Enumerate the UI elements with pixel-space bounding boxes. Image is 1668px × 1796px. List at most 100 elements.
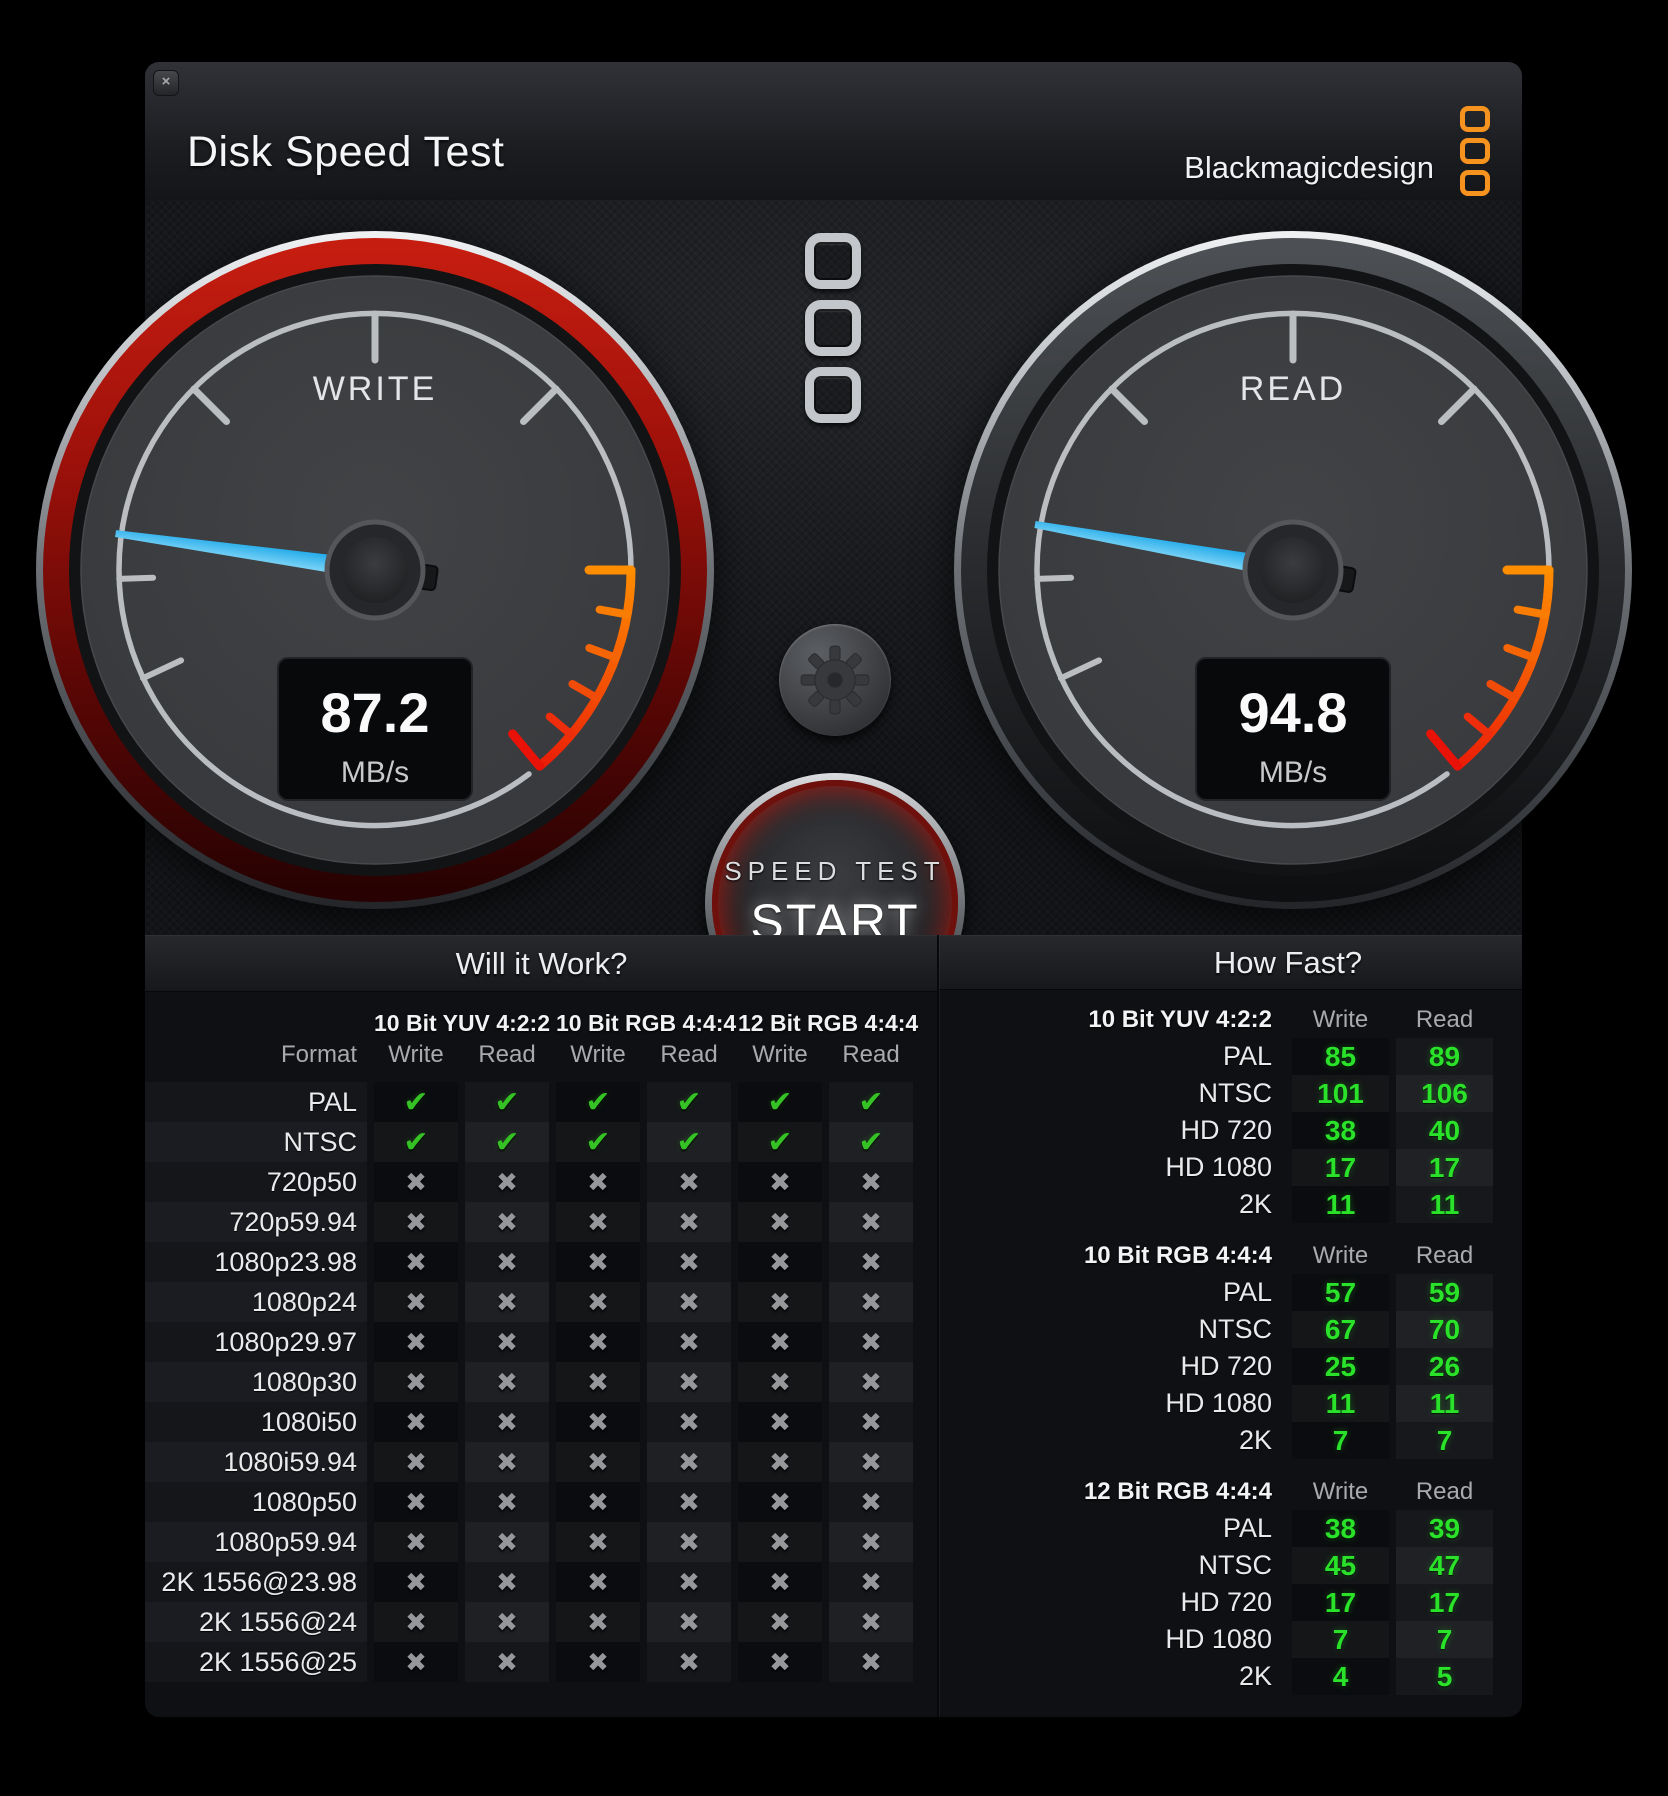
cross-cell: ✖ (465, 1642, 549, 1682)
cross-cell: ✖ (556, 1522, 640, 1562)
cross-icon: ✖ (860, 1366, 882, 1397)
cross-cell: ✖ (465, 1162, 549, 1202)
format-label: HD 720 (1180, 1351, 1272, 1381)
table-row: 720p50 ✖ ✖ ✖ ✖ ✖ ✖ (145, 1162, 938, 1202)
format-label: PAL (1222, 1041, 1272, 1071)
cross-cell: ✖ (465, 1602, 549, 1642)
write-value: 45 (1292, 1547, 1389, 1584)
column-header: Read (478, 1041, 536, 1068)
cross-cell: ✖ (647, 1642, 731, 1682)
cross-cell: ✖ (829, 1162, 913, 1202)
cross-cell: ✖ (374, 1162, 458, 1202)
cross-icon: ✖ (405, 1246, 427, 1277)
cross-cell: ✖ (829, 1202, 913, 1242)
table-row: NTSC 45 47 (938, 1547, 1522, 1584)
cross-cell: ✖ (374, 1562, 458, 1602)
write-value: 67 (1292, 1311, 1389, 1348)
wiw-group-header-row: 10 Bit YUV 4:2:2 10 Bit RGB 4:4:4 12 Bit R… (145, 1008, 938, 1038)
cross-icon: ✖ (678, 1326, 700, 1357)
format-label: NTSC (1198, 1550, 1273, 1580)
cross-icon: ✖ (587, 1566, 609, 1597)
column-header: Write (752, 1041, 808, 1068)
disk-speed-test-window: × Disk Speed Test Blackmagicdesign (36, 62, 1632, 1717)
gauge-gap-ring (69, 264, 681, 876)
read-column-header: Read (1415, 1478, 1474, 1505)
cross-cell: ✖ (556, 1402, 640, 1442)
cross-cell: ✖ (465, 1242, 549, 1282)
cross-cell: ✖ (738, 1202, 822, 1242)
section-title: 10 Bit YUV 4:2:2 (1088, 1006, 1272, 1033)
write-value: 11 (1292, 1186, 1389, 1223)
cross-icon: ✖ (860, 1446, 882, 1477)
cross-icon: ✖ (496, 1526, 518, 1557)
cross-cell: ✖ (647, 1562, 731, 1602)
table-row: NTSC 67 70 (938, 1311, 1522, 1348)
cross-cell: ✖ (556, 1482, 640, 1522)
table-row: 2K 1556@23.98 ✖ ✖ ✖ ✖ ✖ ✖ (145, 1562, 938, 1602)
cross-cell: ✖ (556, 1242, 640, 1282)
write-value: 7 (1292, 1621, 1389, 1658)
check-icon: ✔ (676, 1125, 702, 1159)
cross-icon: ✖ (860, 1166, 882, 1197)
cross-cell: ✖ (647, 1162, 731, 1202)
cross-cell: ✖ (465, 1442, 549, 1482)
needle-hub-center (342, 537, 408, 603)
table-row: HD 1080 17 17 (938, 1149, 1522, 1186)
table-row: HD 720 25 26 (938, 1348, 1522, 1385)
blackmagic-logo-icon (1460, 106, 1494, 202)
logo-square (1460, 106, 1490, 132)
check-cell: ✔ (647, 1082, 731, 1122)
write-value: 101 (1292, 1075, 1389, 1112)
format-label: HD 1080 (1165, 1388, 1272, 1418)
check-icon: ✔ (585, 1085, 611, 1119)
cross-icon: ✖ (587, 1286, 609, 1317)
cross-icon: ✖ (769, 1246, 791, 1277)
check-cell: ✔ (465, 1082, 549, 1122)
check-cell: ✔ (829, 1082, 913, 1122)
format-label: 2K (1238, 1189, 1272, 1219)
format-label: NTSC (1198, 1078, 1273, 1108)
gauge-chrome-ring (36, 231, 714, 909)
cross-cell: ✖ (647, 1322, 731, 1362)
cross-icon: ✖ (587, 1326, 609, 1357)
read-value: 17 (1396, 1149, 1493, 1186)
gauge-scale-arc (116, 310, 634, 829)
cross-icon: ✖ (769, 1166, 791, 1197)
cross-cell: ✖ (738, 1242, 822, 1282)
cross-icon: ✖ (678, 1406, 700, 1437)
close-button[interactable]: × (153, 70, 179, 96)
cross-cell: ✖ (556, 1602, 640, 1642)
section-header-row: 10 Bit YUV 4:2:2 Write Read (938, 1002, 1522, 1038)
cross-icon: ✖ (678, 1646, 700, 1677)
how-fast-title: How Fast? (1213, 944, 1363, 980)
cross-cell: ✖ (374, 1242, 458, 1282)
read-value: 17 (1396, 1584, 1493, 1621)
will-it-work-header: Will it Work? (145, 935, 938, 992)
table-row: PAL 38 39 (938, 1510, 1522, 1547)
check-cell: ✔ (556, 1082, 640, 1122)
table-row: PAL 85 89 (938, 1038, 1522, 1075)
table-row: NTSC 101 106 (938, 1075, 1522, 1112)
section-title: 10 Bit RGB 4:4:4 (1083, 1242, 1272, 1269)
read-value: 11 (1396, 1186, 1493, 1223)
cross-icon: ✖ (587, 1166, 609, 1197)
read-value: 39 (1396, 1510, 1493, 1547)
format-label: 1080p29.97 (145, 1322, 367, 1362)
table-row: NTSC ✔ ✔ ✔ ✔ ✔ ✔ (145, 1122, 938, 1162)
check-cell: ✔ (465, 1122, 549, 1162)
cross-icon: ✖ (769, 1446, 791, 1477)
cross-icon: ✖ (496, 1286, 518, 1317)
check-icon: ✔ (494, 1085, 520, 1119)
settings-gear-button[interactable] (779, 624, 891, 736)
table-row: 720p59.94 ✖ ✖ ✖ ✖ ✖ ✖ (145, 1202, 938, 1242)
table-row: 2K 1556@24 ✖ ✖ ✖ ✖ ✖ ✖ (145, 1602, 938, 1642)
gauge-danger-zone (1426, 565, 1554, 771)
write-column-header: Write (1312, 1242, 1369, 1269)
cross-cell: ✖ (465, 1402, 549, 1442)
cross-cell: ✖ (738, 1562, 822, 1602)
cross-cell: ✖ (465, 1522, 549, 1562)
check-icon: ✔ (494, 1125, 520, 1159)
cross-cell: ✖ (374, 1482, 458, 1522)
cross-icon: ✖ (405, 1566, 427, 1597)
check-icon: ✔ (403, 1125, 429, 1159)
